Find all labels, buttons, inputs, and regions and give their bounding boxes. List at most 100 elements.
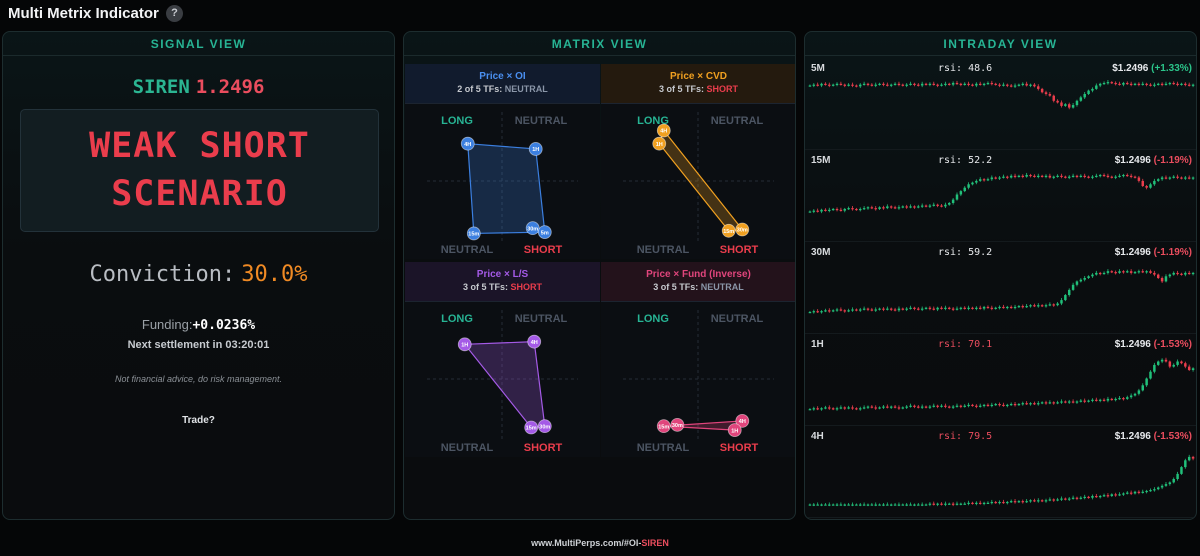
candle [1110, 397, 1114, 401]
rsi-label: rsi: [938, 155, 963, 166]
candle [924, 306, 928, 310]
conviction-label: Conviction: [89, 262, 236, 287]
price-change: (+1.33%) [1151, 63, 1192, 74]
candle [932, 501, 936, 506]
candle [1075, 99, 1079, 107]
candle [1114, 175, 1117, 180]
candle [1160, 175, 1164, 181]
candle [882, 502, 885, 507]
candle [843, 503, 847, 507]
candle [878, 206, 881, 210]
candle [928, 306, 932, 311]
timeframe-label: 5M [811, 63, 825, 74]
candle [928, 405, 932, 410]
candle [909, 204, 912, 209]
quadrant-summary-count: 2 of 5 TFs: [457, 84, 503, 94]
candle [1156, 273, 1160, 280]
svg-text:1H: 1H [656, 142, 663, 148]
candle [1168, 273, 1172, 278]
candle [1091, 175, 1094, 180]
candle [889, 503, 893, 507]
candle [932, 202, 936, 207]
candle [808, 210, 812, 213]
candle [959, 404, 963, 409]
candle [1110, 270, 1114, 274]
footer-link[interactable]: www.MultiPerps.com/#OI-SIREN [0, 538, 1200, 548]
candle [1013, 173, 1017, 179]
candle [1164, 357, 1168, 363]
timeframe-point-1h: 1H [652, 136, 667, 151]
price-readout: $1.2496 (-1.19%) [1115, 155, 1192, 166]
candle [1118, 492, 1121, 497]
candle [975, 179, 978, 185]
timeframe-point-30m: 30m [735, 222, 750, 237]
candle [866, 82, 870, 87]
rsi-value: 59.2 [968, 247, 993, 258]
candle [963, 82, 966, 86]
candle [1133, 490, 1137, 495]
candle [889, 83, 893, 88]
footer-symbol: SIREN [641, 538, 669, 548]
candle [917, 307, 920, 311]
candle [1052, 498, 1055, 502]
candle [990, 499, 994, 505]
candle [1153, 362, 1156, 374]
candle [870, 405, 874, 409]
candle [1087, 495, 1090, 499]
candle [1149, 370, 1152, 380]
candle [835, 502, 839, 507]
candle [1091, 87, 1094, 93]
candle [944, 81, 947, 87]
price-value: $1.2496 [1114, 431, 1151, 442]
candle [820, 407, 823, 411]
trade-link[interactable]: Trade? [182, 415, 215, 426]
candle [1126, 269, 1129, 274]
svg-text:30m: 30m [737, 228, 748, 234]
candle [936, 306, 939, 312]
candle [851, 82, 854, 88]
candle [948, 502, 951, 505]
candle [998, 305, 1001, 310]
candle [824, 208, 827, 212]
candle [831, 83, 835, 87]
candle [1145, 377, 1148, 387]
label-neutral-bottom: NEUTRAL [441, 244, 494, 256]
rsi-readout: rsi: 52.2 [938, 155, 992, 166]
candle [1184, 82, 1187, 87]
candle [1164, 81, 1168, 86]
candle [1037, 401, 1040, 406]
candle [986, 305, 990, 309]
candle [936, 502, 939, 507]
candle [1040, 401, 1044, 405]
candle [878, 406, 881, 410]
svg-text:4H: 4H [660, 129, 667, 135]
candle [897, 205, 901, 210]
candle [824, 405, 827, 410]
candle [1122, 81, 1125, 87]
candle [886, 82, 889, 87]
candle [909, 305, 912, 310]
candle [889, 405, 893, 410]
candle [1141, 383, 1144, 392]
candle [1137, 175, 1141, 183]
candle [967, 81, 970, 87]
candle [978, 81, 982, 86]
timeframe-point-30m: 30m [525, 221, 540, 236]
svg-text:4H: 4H [739, 419, 746, 425]
candle [963, 306, 966, 310]
candle [982, 178, 986, 182]
candle [1118, 81, 1121, 86]
candle [940, 404, 943, 408]
candle [1129, 81, 1133, 87]
candle [1079, 174, 1083, 178]
candle [866, 503, 870, 507]
help-icon[interactable]: ? [166, 5, 183, 22]
candle [843, 309, 847, 313]
price-readout: $1.2496 (-1.53%) [1115, 431, 1192, 442]
candle [1110, 493, 1114, 498]
timeframe-point-5m: 5m [537, 225, 552, 240]
candlestick-chart [808, 172, 1195, 214]
candle [831, 503, 835, 506]
candle [1029, 402, 1032, 406]
candle [944, 202, 947, 209]
